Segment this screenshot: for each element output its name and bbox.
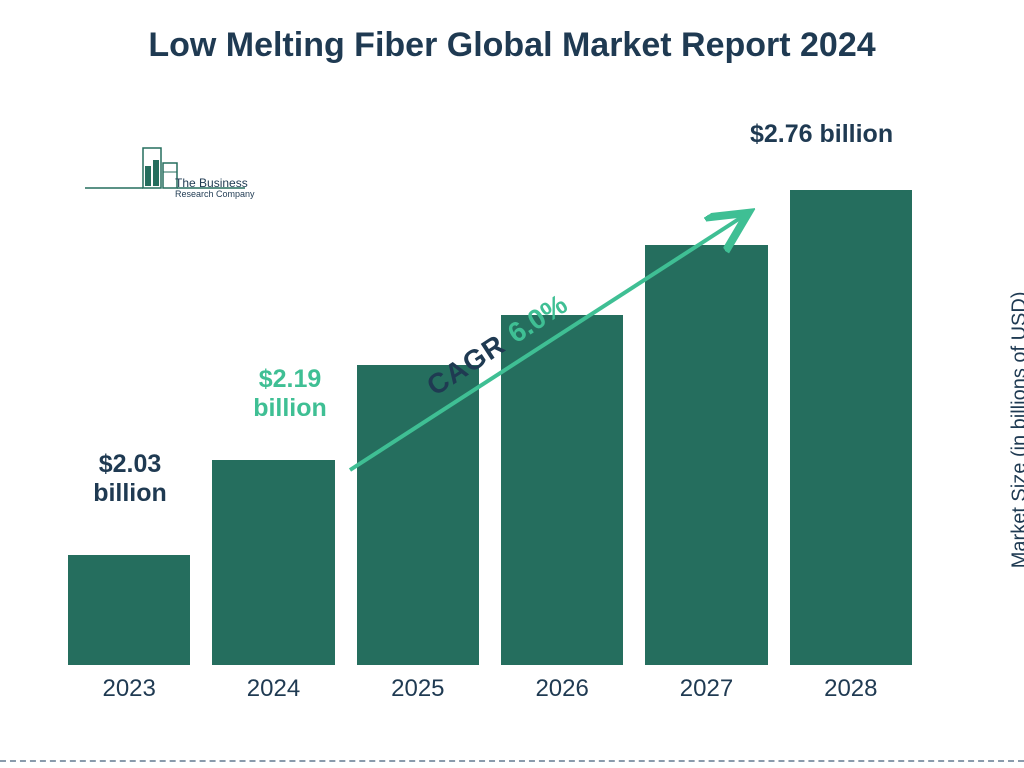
bar-2027 (645, 245, 767, 665)
chart-area: 2023 2024 2025 2026 2027 2028 $2.03 bill… (60, 150, 930, 710)
bar-label-2023: $2.03 billion (60, 450, 200, 508)
bar-label-2028: $2.76 billion (750, 120, 970, 149)
bar-slot-2025: 2025 (357, 365, 479, 665)
bar-slot-2024: 2024 (212, 460, 334, 665)
bar-slot-2026: 2026 (501, 315, 623, 665)
xlabel-2025: 2025 (357, 675, 479, 703)
bars-container: 2023 2024 2025 2026 2027 2028 (60, 155, 920, 665)
bar-2026 (501, 315, 623, 665)
bar-slot-2028: 2028 (790, 190, 912, 665)
bar-slot-2023: 2023 (68, 555, 190, 665)
bar-2023 (68, 555, 190, 665)
xlabel-2027: 2027 (645, 675, 767, 703)
xlabel-2024: 2024 (212, 675, 334, 703)
bar-2025 (357, 365, 479, 665)
xlabel-2023: 2023 (68, 675, 190, 703)
bar-2024 (212, 460, 334, 665)
chart-title: Low Melting Fiber Global Market Report 2… (72, 0, 952, 67)
xlabel-2026: 2026 (501, 675, 623, 703)
bottom-divider (0, 760, 1024, 762)
bar-slot-2027: 2027 (645, 245, 767, 665)
bar-label-2024: $2.19 billion (220, 365, 360, 423)
xlabel-2028: 2028 (790, 675, 912, 703)
y-axis-title: Market Size (in billions of USD) (1009, 292, 1024, 569)
bar-2028 (790, 190, 912, 665)
